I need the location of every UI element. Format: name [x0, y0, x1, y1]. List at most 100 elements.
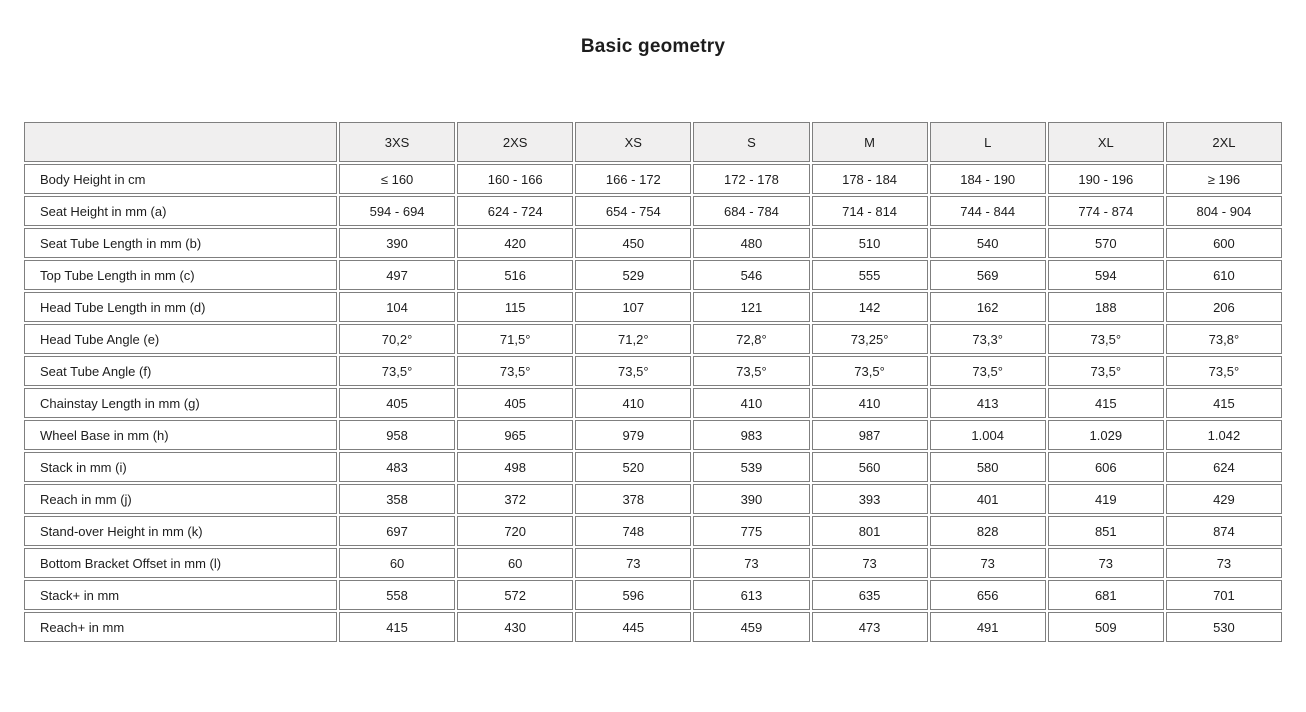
table-cell: 497	[339, 260, 456, 290]
table-row: Head Tube Length in mm (d) 104 115 107 121 14…	[24, 292, 1282, 322]
table-cell: 606	[1047, 452, 1164, 482]
table-cell: 405	[457, 388, 574, 418]
table-cell: 73,5°	[1047, 324, 1164, 354]
table-cell: 546	[693, 260, 810, 290]
row-label: Head Tube Angle (e)	[24, 324, 337, 354]
table-row: Top Tube Length in mm (c) 497 516 529 546 555…	[24, 260, 1282, 290]
row-label: Head Tube Length in mm (d)	[24, 292, 337, 322]
column-header-xs: XS	[575, 122, 692, 162]
table-cell: 610	[1165, 260, 1282, 290]
table-row: Head Tube Angle (e) 70,2° 71,5° 71,2° 72,8° 7…	[24, 324, 1282, 354]
table-row: Reach in mm (j) 358 372 378 390 393 401 419 429	[24, 484, 1282, 514]
table-cell: 73,5°	[929, 356, 1046, 386]
table-cell: 701	[1165, 580, 1282, 610]
row-label: Stand-over Height in mm (k)	[24, 516, 337, 546]
row-label: Top Tube Length in mm (c)	[24, 260, 337, 290]
table-cell: 160 - 166	[457, 164, 574, 194]
table-cell: 774 - 874	[1047, 196, 1164, 226]
table-cell: ≤ 160	[339, 164, 456, 194]
table-body: Body Height in cm ≤ 160 160 - 166 166 - 172…	[24, 164, 1282, 642]
table-cell: 450	[575, 228, 692, 258]
table-cell: 775	[693, 516, 810, 546]
table-cell: 72,8°	[693, 324, 810, 354]
column-header-m: M	[811, 122, 928, 162]
table-cell: 429	[1165, 484, 1282, 514]
table-cell: 654 - 754	[575, 196, 692, 226]
table-cell: 73,3°	[929, 324, 1046, 354]
table-cell: 73,5°	[693, 356, 810, 386]
table-cell: 530	[1165, 612, 1282, 642]
table-cell: 401	[929, 484, 1046, 514]
table-cell: 987	[811, 420, 928, 450]
table-cell: 172 - 178	[693, 164, 810, 194]
table-cell: 162	[929, 292, 1046, 322]
table-cell: 73	[1047, 548, 1164, 578]
table-cell: 983	[693, 420, 810, 450]
table-cell: 516	[457, 260, 574, 290]
table-cell: 390	[339, 228, 456, 258]
table-cell: 558	[339, 580, 456, 610]
table-cell: 624	[1165, 452, 1282, 482]
table-cell: 1.004	[929, 420, 1046, 450]
table-cell: 410	[575, 388, 692, 418]
table-cell: 851	[1047, 516, 1164, 546]
table-cell: 510	[811, 228, 928, 258]
table-cell: 874	[1165, 516, 1282, 546]
row-label: Reach in mm (j)	[24, 484, 337, 514]
table-cell: 681	[1047, 580, 1164, 610]
table-row: Stack in mm (i) 483 498 520 539 560 580 606 624	[24, 452, 1282, 482]
row-label: Seat Tube Angle (f)	[24, 356, 337, 386]
table-cell: 73,5°	[339, 356, 456, 386]
table-cell: 540	[929, 228, 1046, 258]
table-row: Body Height in cm ≤ 160 160 - 166 166 - 172…	[24, 164, 1282, 194]
table-row: Stand-over Height in mm (k) 697 720 748 775 8…	[24, 516, 1282, 546]
table-cell: 372	[457, 484, 574, 514]
table-cell: 405	[339, 388, 456, 418]
row-label: Body Height in cm	[24, 164, 337, 194]
table-cell: 390	[693, 484, 810, 514]
column-header-l: L	[929, 122, 1046, 162]
table-cell: 958	[339, 420, 456, 450]
table-cell: 73	[811, 548, 928, 578]
table-cell: 104	[339, 292, 456, 322]
table-cell: 73,5°	[1165, 356, 1282, 386]
table-cell: 473	[811, 612, 928, 642]
table-cell: 697	[339, 516, 456, 546]
table-cell: 744 - 844	[929, 196, 1046, 226]
table-cell: 491	[929, 612, 1046, 642]
row-label: Bottom Bracket Offset in mm (l)	[24, 548, 337, 578]
row-label: Stack+ in mm	[24, 580, 337, 610]
table-cell: 71,2°	[575, 324, 692, 354]
table-cell: 529	[575, 260, 692, 290]
table-cell: 748	[575, 516, 692, 546]
table-cell: 178 - 184	[811, 164, 928, 194]
table-cell: 801	[811, 516, 928, 546]
table-cell: 188	[1047, 292, 1164, 322]
table-cell: 720	[457, 516, 574, 546]
table-cell: 570	[1047, 228, 1164, 258]
table-cell: 73,5°	[457, 356, 574, 386]
table-cell: 804 - 904	[1165, 196, 1282, 226]
table-cell: 73	[929, 548, 1046, 578]
table-cell: 410	[693, 388, 810, 418]
column-header-xl: XL	[1047, 122, 1164, 162]
table-cell: 572	[457, 580, 574, 610]
table-cell: 73	[693, 548, 810, 578]
table-cell: 656	[929, 580, 1046, 610]
table-cell: 684 - 784	[693, 196, 810, 226]
table-cell: 73	[1165, 548, 1282, 578]
table-cell: 828	[929, 516, 1046, 546]
table-row: Seat Tube Angle (f) 73,5° 73,5° 73,5° 73,5° 7…	[24, 356, 1282, 386]
table-cell: ≥ 196	[1165, 164, 1282, 194]
table-cell: 121	[693, 292, 810, 322]
table-cell: 115	[457, 292, 574, 322]
table-row: Stack+ in mm 558 572 596 613 635 656 681 701	[24, 580, 1282, 610]
table-cell: 73,8°	[1165, 324, 1282, 354]
table-row: Seat Tube Length in mm (b) 390 420 450 480 51…	[24, 228, 1282, 258]
table-cell: 73,25°	[811, 324, 928, 354]
column-header-label	[24, 122, 337, 162]
table-cell: 1.042	[1165, 420, 1282, 450]
table-cell: 415	[339, 612, 456, 642]
table-row: Chainstay Length in mm (g) 405 405 410 410 41…	[24, 388, 1282, 418]
table-cell: 415	[1047, 388, 1164, 418]
